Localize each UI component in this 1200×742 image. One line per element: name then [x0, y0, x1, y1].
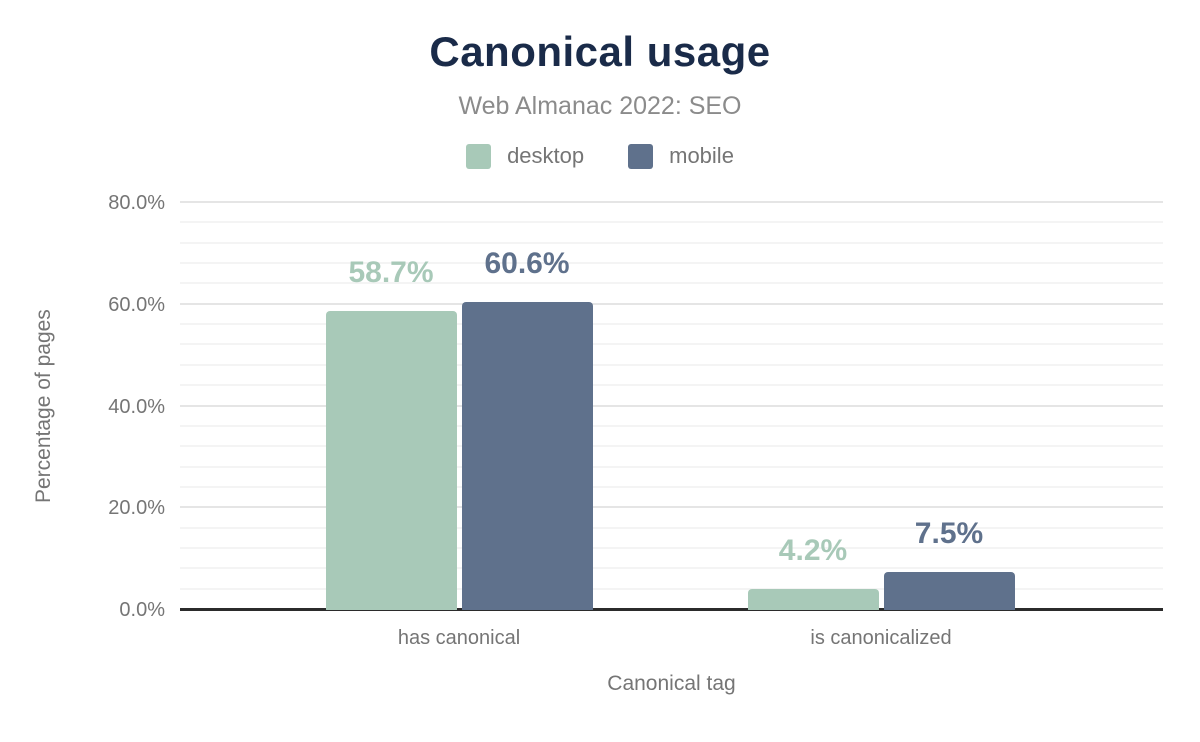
legend-item-desktop[interactable]: desktop	[466, 143, 584, 169]
bar-value-label: 7.5%	[914, 516, 984, 550]
major-gridline	[180, 506, 1163, 509]
y-tick-label: 60.0%	[108, 293, 165, 316]
y-tick-label: 20.0%	[108, 497, 165, 520]
bar-value-label: 4.2%	[778, 533, 848, 567]
legend-label-mobile: mobile	[669, 143, 734, 168]
legend-label-desktop: desktop	[507, 143, 585, 168]
legend: desktop mobile	[0, 143, 1200, 169]
bar-desktop-is-canonicalized[interactable]	[747, 588, 879, 610]
bar-mobile-is-canonicalized[interactable]	[883, 571, 1015, 610]
major-gridline	[180, 201, 1163, 203]
bar-mobile-has-canonical[interactable]	[461, 301, 593, 610]
minor-gridline	[180, 445, 1163, 448]
y-tick-label: 80.0%	[108, 192, 165, 214]
chart-subtitle: Web Almanac 2022: SEO	[458, 92, 742, 120]
plot-area: 0.0% 20.0% 40.0% 60.0% 80.0% 58.7% 60.6% has ca…	[108, 192, 1163, 649]
minor-gridline	[180, 343, 1163, 346]
minor-gridline	[180, 282, 1163, 285]
x-axis-title: Canonical tag	[607, 672, 736, 695]
bar-value-label: 58.7%	[348, 256, 434, 290]
minor-gridline	[180, 587, 1163, 590]
minor-gridline	[180, 241, 1163, 244]
y-tick-label: 40.0%	[108, 395, 165, 418]
major-gridline	[180, 302, 1163, 305]
minor-gridline	[180, 526, 1163, 529]
legend-swatch-mobile	[628, 143, 654, 169]
minor-gridline	[180, 363, 1163, 366]
minor-gridline	[180, 323, 1163, 326]
x-category-label: is canonicalized	[810, 627, 952, 649]
chart-title: Canonical usage	[429, 28, 771, 75]
y-tick-label: 0.0%	[119, 599, 165, 621]
bar-value-label: 60.6%	[484, 246, 570, 280]
minor-gridline	[180, 384, 1163, 387]
minor-gridline	[180, 262, 1163, 265]
minor-gridline	[180, 546, 1163, 549]
x-category-label: has canonical	[397, 627, 521, 649]
bar-desktop-has-canonical[interactable]	[325, 311, 457, 610]
minor-gridline	[180, 485, 1163, 488]
major-gridline	[180, 404, 1163, 407]
x-axis-line	[180, 608, 1163, 611]
minor-gridline	[180, 465, 1163, 468]
minor-gridline	[180, 424, 1163, 427]
legend-item-mobile[interactable]: mobile	[628, 143, 734, 169]
minor-gridline	[180, 221, 1163, 224]
legend-swatch-desktop	[466, 143, 492, 169]
minor-gridline	[180, 567, 1163, 570]
